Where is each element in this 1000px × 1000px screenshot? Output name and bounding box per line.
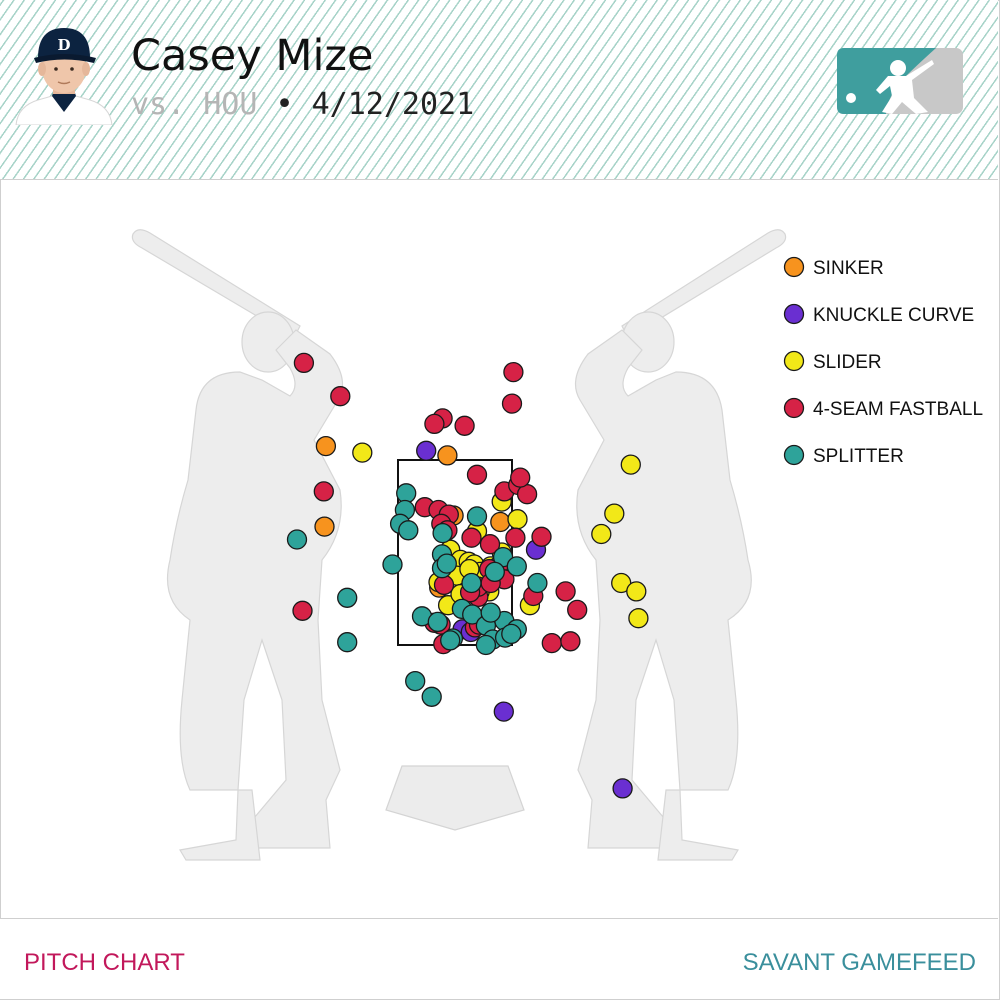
pitch-point-knuckle-curve[interactable] [493, 701, 514, 722]
pitch-point-4-seam-fastball[interactable] [292, 600, 313, 621]
pitch-point-4-seam-fastball[interactable] [531, 526, 552, 547]
pitch-points [286, 352, 649, 799]
legend-marker-sinker [783, 256, 805, 278]
pitch-point-splitter[interactable] [480, 602, 501, 623]
legend-marker-slider [783, 350, 805, 372]
pitch-point-splitter[interactable] [527, 572, 548, 594]
pitch-point-4-seam-fastball[interactable] [293, 352, 315, 374]
pitch-point-sinker[interactable] [490, 511, 511, 533]
pitch-point-splitter[interactable] [337, 587, 358, 608]
legend-label-4-seam-fastball[interactable]: 4-SEAM FASTBALL [813, 399, 983, 420]
pitch-point-splitter[interactable] [484, 561, 505, 583]
pitch-point-splitter[interactable] [466, 506, 488, 527]
legend-label-sinker[interactable]: SINKER [813, 258, 884, 279]
game-date: 4/12/2021 [311, 87, 475, 122]
pitch-point-slider[interactable] [620, 454, 641, 475]
separator: • [275, 87, 294, 122]
pitch-point-splitter[interactable] [506, 556, 527, 577]
pitch-point-splitter[interactable] [436, 553, 457, 574]
right-batter-silhouette [574, 229, 787, 861]
pitch-point-4-seam-fastball[interactable] [433, 574, 455, 596]
savant-gamefeed-link[interactable]: SAVANT GAMEFEED [742, 949, 976, 976]
pitch-chart-link[interactable]: PITCH CHART [24, 949, 185, 976]
pitch-point-4-seam-fastball[interactable] [541, 632, 562, 654]
pitch-point-4-seam-fastball[interactable] [560, 631, 581, 652]
player-headshot-icon: D [15, 28, 113, 125]
pitch-point-4-seam-fastball[interactable] [466, 464, 488, 485]
pitch-point-knuckle-curve[interactable] [416, 440, 437, 461]
legend-label-knuckle-curve[interactable]: KNUCKLE CURVE [813, 305, 974, 326]
pitch-point-4-seam-fastball[interactable] [503, 361, 524, 383]
pitch-point-4-seam-fastball[interactable] [330, 386, 351, 407]
pitch-point-slider[interactable] [628, 608, 649, 629]
pitch-point-splitter[interactable] [501, 623, 522, 645]
legend-label-slider[interactable]: SLIDER [813, 352, 882, 373]
pitch-point-knuckle-curve[interactable] [612, 778, 633, 799]
pitch-point-sinker[interactable] [315, 435, 337, 457]
pitch-point-splitter[interactable] [440, 630, 461, 651]
pitch-point-slider[interactable] [626, 581, 647, 602]
pitch-point-splitter[interactable] [398, 520, 419, 541]
pitch-point-splitter[interactable] [427, 611, 448, 633]
game-subtitle: vs. HOU • 4/12/2021 [131, 87, 474, 122]
pitch-point-splitter[interactable] [382, 554, 403, 575]
pitch-point-4-seam-fastball[interactable] [501, 393, 523, 414]
left-batter-silhouette [131, 229, 344, 861]
pitch-point-slider[interactable] [604, 503, 625, 524]
mlb-logo-icon[interactable] [836, 46, 966, 116]
svg-text:D: D [57, 36, 70, 54]
pitch-point-splitter[interactable] [421, 686, 442, 707]
home-plate-icon [385, 765, 525, 831]
pitch-point-4-seam-fastball[interactable] [505, 527, 526, 548]
pitch-point-4-seam-fastball[interactable] [555, 581, 576, 602]
legend-marker-4-seam-fastball [783, 397, 805, 419]
footer-bar: PITCH CHART SAVANT GAMEFEED [0, 918, 998, 999]
header-banner: D Casey Mize vs. HOU • 4/12/2021 [0, 0, 998, 180]
pitch-point-slider[interactable] [591, 523, 612, 545]
pitch-point-4-seam-fastball[interactable] [454, 415, 475, 436]
legend-marker-knuckle-curve [783, 303, 805, 325]
pitch-point-sinker[interactable] [437, 445, 458, 466]
pitch-point-4-seam-fastball[interactable] [461, 527, 482, 548]
pitcher-name: Casey Mize [131, 31, 374, 81]
pitch-point-slider[interactable] [507, 509, 528, 530]
pitch-point-splitter[interactable] [286, 529, 308, 550]
pitch-point-slider[interactable] [352, 442, 373, 463]
pitch-location-chart: SINKER KNUCKLE CURVE SLIDER 4-SEAM FASTBALL… [131, 229, 983, 861]
opponent-label: vs. HOU [131, 87, 258, 122]
pitch-point-splitter[interactable] [405, 670, 426, 692]
legend-label-splitter[interactable]: SPLITTER [813, 446, 904, 467]
legend-marker-splitter [783, 444, 805, 466]
pitch-point-splitter[interactable] [432, 522, 453, 544]
pitch-point-4-seam-fastball[interactable] [567, 599, 588, 621]
pitch-point-4-seam-fastball[interactable] [479, 534, 501, 555]
pitch-point-sinker[interactable] [314, 516, 335, 537]
batter-silhouettes [131, 229, 787, 861]
pitch-point-4-seam-fastball[interactable] [510, 467, 531, 488]
pitch-point-4-seam-fastball[interactable] [313, 481, 334, 502]
pitch-point-splitter[interactable] [475, 634, 497, 656]
pitch-point-4-seam-fastball[interactable] [424, 413, 445, 435]
pitch-point-splitter[interactable] [461, 572, 482, 594]
pitch-point-splitter[interactable] [337, 632, 358, 653]
legend: SINKER KNUCKLE CURVE SLIDER 4-SEAM FASTBALL… [783, 256, 983, 467]
